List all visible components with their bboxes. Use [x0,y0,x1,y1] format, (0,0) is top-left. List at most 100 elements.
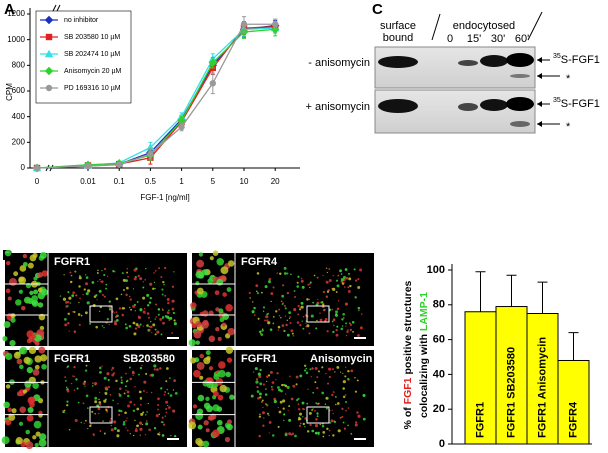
vesicle [260,333,262,335]
vesicle [115,311,118,313]
micrograph: FGFR4 [188,250,374,347]
marker [84,162,92,170]
vesicle [341,318,344,321]
vesicle [135,323,139,327]
vesicle [158,433,161,436]
vesicle [259,330,262,333]
vesicle [101,325,104,327]
vesicle [322,290,326,294]
vesicle [328,279,332,282]
vesicle [145,414,147,416]
vesicle [169,394,173,397]
vesicle [348,277,352,281]
vesicle [316,376,319,379]
band-label-text: S-FGF1 [561,98,600,110]
vesicle [357,414,361,418]
vesicle [305,367,307,370]
vesicle [311,367,314,370]
y-axis-label: colocalizing with LAMP-1 [418,292,430,418]
vesicle [139,427,143,431]
vesicle [345,400,348,404]
vesicle [201,269,209,276]
vesicle [62,297,67,301]
x-tick-label: 20 [271,177,280,186]
vesicle [251,310,255,314]
vesicle [154,270,157,272]
vesicle [64,323,68,327]
vesicle [296,398,299,402]
vesicle [227,419,232,425]
vesicle [277,425,280,428]
vesicle [139,403,142,406]
vesicle [318,402,320,405]
vesicle [19,364,24,370]
vesicle [289,316,292,319]
vesicle [333,420,337,424]
vesicle [148,325,151,328]
image-label: FGFR1 [54,353,90,365]
y-tick-label: 60 [433,334,445,346]
vesicle [281,303,284,306]
vesicle [124,411,127,415]
vesicle [197,424,203,430]
vesicle [317,431,320,434]
vesicle [89,424,92,428]
vesicle [84,385,86,387]
vesicle [265,315,269,319]
vesicle [41,288,49,296]
vesicle [5,288,11,294]
vesicle [354,421,358,424]
vesicle [337,402,340,405]
vesicle [292,334,295,337]
vesicle [263,417,265,419]
y-tick-label: 0 [21,163,26,172]
vesicle [105,287,108,290]
band [458,60,478,66]
vesicle [252,301,254,303]
vesicle [65,386,68,389]
vesicle [104,392,106,394]
vesicle [83,288,86,291]
vesicle [262,383,265,386]
vesicle [64,318,67,321]
row-label: + anisomycin [305,101,370,113]
vesicle [65,305,69,308]
vesicle [262,406,264,409]
vesicle [267,374,271,377]
bar [557,359,590,445]
vesicle [22,253,28,259]
vesicle [3,321,11,328]
vesicle [66,404,69,407]
vesicle [217,336,222,341]
vesicle [140,412,144,416]
vesicle [336,366,340,369]
vesicle [147,402,149,405]
vesicle [62,409,64,412]
vesicle [103,295,106,298]
vesicle [257,372,261,376]
vesicle [149,296,152,300]
vesicle [106,372,110,376]
vesicle [169,316,173,320]
vesicle [67,312,70,316]
vesicle [342,312,345,316]
vesicle [115,319,119,322]
vesicle [84,311,88,315]
vesicle [282,407,285,410]
vesicle [134,327,138,330]
vesicle [68,296,72,300]
vesicle [96,299,98,301]
vesicle [343,275,346,279]
vesicle [85,292,89,296]
vesicle [336,284,340,288]
vesicle [110,424,112,427]
vesicle [5,352,13,361]
vesicle [31,295,39,302]
vesicle [19,406,26,413]
vesicle [316,386,319,390]
vesicle [105,283,108,286]
vesicle [334,313,339,317]
band [506,53,534,67]
vesicle [354,377,356,379]
vesicle [342,372,344,374]
